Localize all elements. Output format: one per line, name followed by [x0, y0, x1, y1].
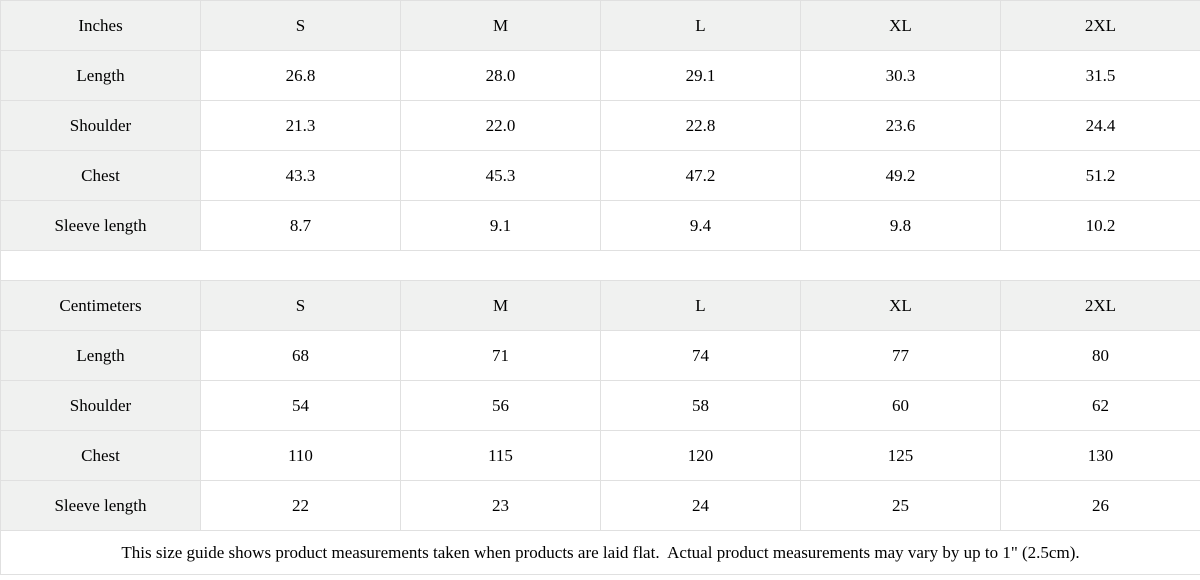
value-cell: 23	[400, 480, 601, 531]
table-row: Length 68 71 74 77 80	[0, 330, 1200, 381]
value-cell: 45.3	[400, 150, 601, 201]
header-row: Inches S M L XL 2XL	[0, 0, 1200, 51]
unit-header-cell: Centimeters	[0, 280, 201, 331]
row-label-cell: Sleeve length	[0, 480, 201, 531]
value-cell: 130	[1000, 430, 1200, 481]
row-label-cell: Chest	[0, 150, 201, 201]
table-row: Chest 110 115 120 125 130	[0, 430, 1200, 481]
table-row: Chest 43.3 45.3 47.2 49.2 51.2	[0, 150, 1200, 201]
table-row: Length 26.8 28.0 29.1 30.3 31.5	[0, 50, 1200, 101]
value-cell: 24	[600, 480, 801, 531]
header-row: Centimeters S M L XL 2XL	[0, 280, 1200, 331]
value-cell: 56	[400, 380, 601, 431]
value-cell: 22.0	[400, 100, 601, 151]
value-cell: 60	[800, 380, 1001, 431]
value-cell: 62	[1000, 380, 1200, 431]
value-cell: 80	[1000, 330, 1200, 381]
size-header-cell: L	[600, 280, 801, 331]
size-header-cell: XL	[800, 0, 1001, 51]
size-header-cell: M	[400, 0, 601, 51]
value-cell: 31.5	[1000, 50, 1200, 101]
value-cell: 110	[200, 430, 401, 481]
row-label-cell: Sleeve length	[0, 200, 201, 251]
value-cell: 26	[1000, 480, 1200, 531]
value-cell: 30.3	[800, 50, 1001, 101]
value-cell: 10.2	[1000, 200, 1200, 251]
size-header-cell: M	[400, 280, 601, 331]
value-cell: 47.2	[600, 150, 801, 201]
value-cell: 51.2	[1000, 150, 1200, 201]
value-cell: 8.7	[200, 200, 401, 251]
size-header-cell: S	[200, 0, 401, 51]
value-cell: 9.4	[600, 200, 801, 251]
value-cell: 68	[200, 330, 401, 381]
value-cell: 77	[800, 330, 1001, 381]
value-cell: 21.3	[200, 100, 401, 151]
value-cell: 9.1	[400, 200, 601, 251]
value-cell: 43.3	[200, 150, 401, 201]
row-label-cell: Shoulder	[0, 380, 201, 431]
size-header-cell: 2XL	[1000, 0, 1200, 51]
value-cell: 22	[200, 480, 401, 531]
value-cell: 120	[600, 430, 801, 481]
footer-note: This size guide shows product measuremen…	[0, 530, 1200, 575]
value-cell: 49.2	[800, 150, 1001, 201]
value-cell: 74	[600, 330, 801, 381]
size-header-cell: XL	[800, 280, 1001, 331]
value-cell: 23.6	[800, 100, 1001, 151]
spacer-cell	[0, 250, 1200, 281]
value-cell: 71	[400, 330, 601, 381]
table-row: Sleeve length 8.7 9.1 9.4 9.8 10.2	[0, 200, 1200, 251]
size-header-cell: L	[600, 0, 801, 51]
unit-header-cell: Inches	[0, 0, 201, 51]
value-cell: 24.4	[1000, 100, 1200, 151]
footer-row: This size guide shows product measuremen…	[0, 530, 1200, 575]
table-row: Shoulder 21.3 22.0 22.8 23.6 24.4	[0, 100, 1200, 151]
value-cell: 28.0	[400, 50, 601, 101]
value-cell: 25	[800, 480, 1001, 531]
spacer-row	[0, 250, 1200, 281]
size-header-cell: S	[200, 280, 401, 331]
value-cell: 22.8	[600, 100, 801, 151]
value-cell: 115	[400, 430, 601, 481]
row-label-cell: Length	[0, 330, 201, 381]
size-header-cell: 2XL	[1000, 280, 1200, 331]
row-label-cell: Chest	[0, 430, 201, 481]
value-cell: 9.8	[800, 200, 1001, 251]
value-cell: 54	[200, 380, 401, 431]
value-cell: 125	[800, 430, 1001, 481]
value-cell: 26.8	[200, 50, 401, 101]
value-cell: 29.1	[600, 50, 801, 101]
value-cell: 58	[600, 380, 801, 431]
row-label-cell: Length	[0, 50, 201, 101]
table-row: Sleeve length 22 23 24 25 26	[0, 480, 1200, 531]
row-label-cell: Shoulder	[0, 100, 201, 151]
table-row: Shoulder 54 56 58 60 62	[0, 380, 1200, 431]
